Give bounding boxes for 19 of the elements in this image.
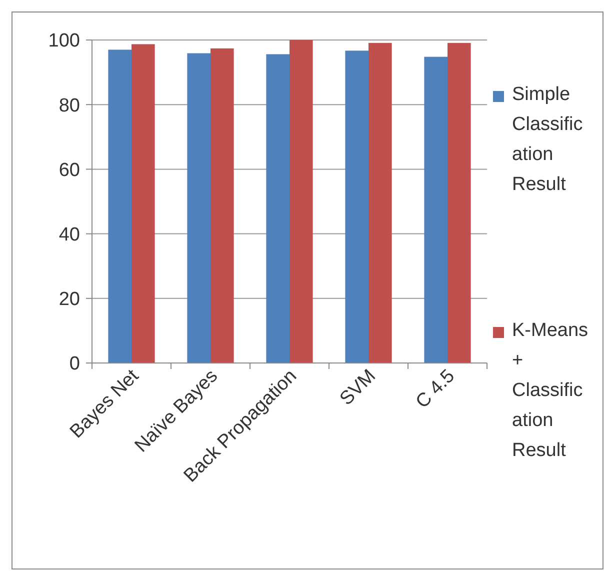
bar: [210, 48, 234, 363]
bar: [132, 44, 155, 363]
x-tick-label: C 4.5: [412, 366, 460, 413]
bar: [368, 42, 392, 363]
bar: [290, 40, 313, 363]
bar: [187, 53, 210, 363]
legend-label: Simple Classification Result: [512, 84, 583, 195]
bar: [448, 42, 471, 363]
y-tick-label: 0: [69, 354, 80, 375]
legend-label: K-Means + Classification Result: [512, 320, 588, 461]
y-tick-label: 60: [58, 160, 80, 181]
y-tick-label: 100: [48, 30, 80, 52]
y-tick-label: 80: [58, 95, 80, 116]
bar: [266, 54, 290, 363]
y-tick-label: 20: [58, 289, 80, 310]
bar: [345, 50, 368, 363]
y-tick-label: 40: [58, 224, 80, 246]
bar: [424, 56, 448, 363]
bar: [108, 50, 132, 363]
